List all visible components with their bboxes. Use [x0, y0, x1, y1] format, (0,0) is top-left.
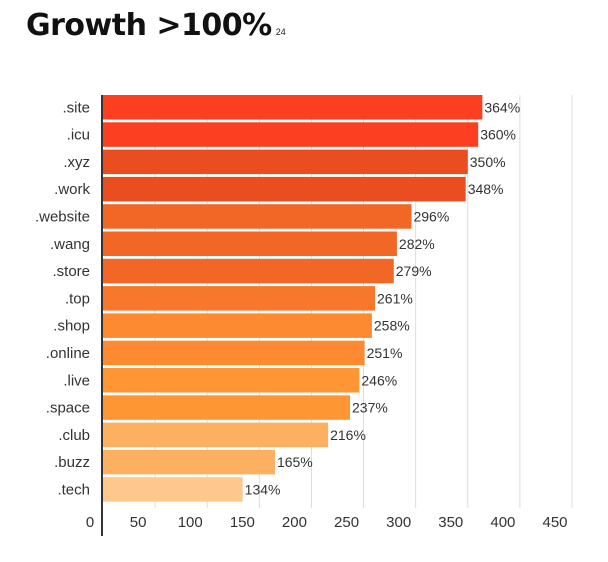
bar — [103, 477, 243, 502]
data-label: 350% — [470, 154, 506, 170]
category-label: .site — [62, 99, 90, 116]
data-label: 279% — [396, 263, 432, 279]
x-tick-label: 100 — [178, 514, 203, 531]
chart-subtitle: 24 — [275, 27, 286, 37]
category-label: .space — [46, 400, 90, 417]
category-label: .buzz — [54, 454, 90, 471]
bar — [103, 313, 372, 338]
bar — [103, 395, 351, 420]
bar — [103, 449, 275, 475]
category-label: .shop — [53, 318, 90, 335]
category-label: .website — [35, 208, 90, 225]
category-label: .work — [54, 181, 90, 198]
bar — [103, 231, 397, 256]
data-label: 237% — [352, 400, 388, 416]
bar — [103, 95, 483, 120]
x-tick-label: 350 — [438, 514, 463, 531]
x-tick-label: 0 — [86, 514, 94, 531]
category-label: .live — [63, 372, 90, 389]
data-label: 348% — [468, 181, 504, 197]
data-label: 296% — [413, 208, 449, 224]
data-label: 364% — [484, 99, 520, 115]
x-tick-label: 250 — [334, 514, 359, 531]
title-block: Growth >100% 24 — [26, 8, 286, 43]
data-label: 360% — [480, 127, 516, 143]
data-label: 216% — [330, 427, 366, 443]
category-label: .top — [65, 290, 90, 307]
category-label: .tech — [57, 481, 90, 498]
bar — [103, 176, 466, 202]
x-tick-label: 150 — [230, 514, 255, 531]
category-label: .store — [52, 263, 90, 280]
x-tick-label: 200 — [282, 514, 307, 531]
category-label: .icu — [67, 127, 90, 144]
x-tick-label: 300 — [386, 514, 411, 531]
data-label: 134% — [245, 481, 281, 497]
bar — [103, 340, 365, 366]
x-tick-label: 50 — [130, 514, 147, 531]
data-label: 251% — [367, 345, 403, 361]
data-label: 165% — [277, 454, 313, 470]
bar — [103, 422, 329, 448]
bar — [103, 204, 412, 229]
x-tick-label: 450 — [542, 514, 567, 531]
category-label: .xyz — [63, 154, 90, 171]
x-tick-label: 400 — [490, 514, 515, 531]
bar — [103, 258, 394, 284]
data-label: 261% — [377, 290, 413, 306]
bar — [103, 122, 479, 147]
bar — [103, 149, 468, 175]
bar — [103, 286, 376, 311]
bar — [103, 368, 360, 393]
data-label: 282% — [399, 236, 435, 252]
data-label: 258% — [374, 318, 410, 334]
category-label: .online — [46, 345, 90, 362]
category-label: .club — [58, 427, 90, 444]
category-label: .wang — [50, 236, 90, 253]
data-label: 246% — [361, 372, 397, 388]
chart-title: Growth >100% — [26, 8, 272, 43]
